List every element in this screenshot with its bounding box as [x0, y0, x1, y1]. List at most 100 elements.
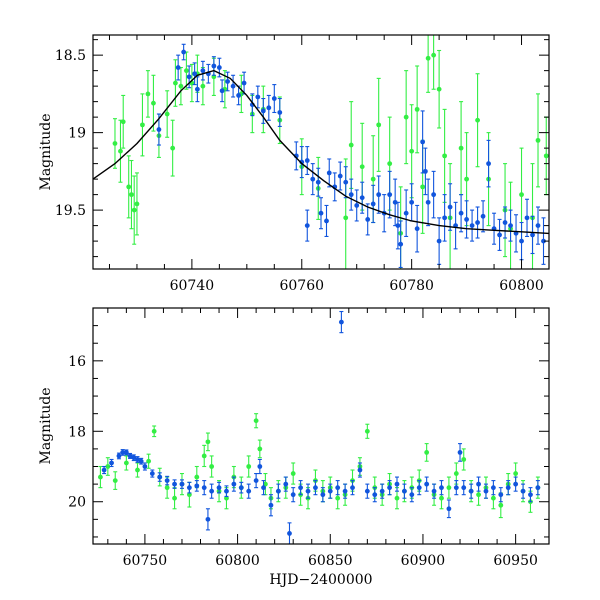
data-point	[216, 485, 222, 491]
data-point	[183, 68, 189, 74]
data-point	[172, 481, 177, 487]
data-point	[387, 192, 393, 198]
data-point	[253, 418, 259, 424]
data-point	[338, 319, 344, 325]
data-point	[290, 492, 296, 498]
data-point	[468, 488, 474, 494]
data-point	[194, 474, 200, 480]
data-point	[403, 210, 409, 216]
data-point	[116, 453, 122, 459]
data-point	[200, 83, 206, 89]
data-point	[142, 464, 148, 469]
data-point	[414, 106, 420, 112]
plot-frame	[92, 34, 550, 270]
data-point	[238, 485, 244, 491]
data-point	[370, 201, 376, 207]
data-point	[287, 531, 292, 536]
data-point	[480, 213, 486, 219]
data-point	[464, 217, 469, 222]
data-point	[394, 481, 400, 487]
data-point	[420, 184, 426, 190]
data-point	[140, 122, 145, 128]
data-point	[290, 471, 296, 476]
data-point	[275, 488, 281, 494]
data-point	[112, 141, 118, 146]
data-point	[409, 148, 415, 154]
data-point	[151, 428, 157, 434]
data-point	[372, 492, 378, 498]
data-point	[420, 139, 426, 145]
plot-frame	[92, 307, 550, 545]
data-point	[392, 199, 398, 205]
data-point	[502, 220, 508, 225]
x-tick-label: 60900	[401, 553, 446, 569]
data-point	[376, 122, 382, 128]
data-point	[513, 481, 519, 487]
y-tick-label: 20	[68, 495, 86, 511]
data-point	[186, 492, 192, 498]
y-axis-title: Magnitude	[38, 387, 54, 464]
data-point	[409, 199, 415, 205]
model-curve	[93, 69, 549, 235]
series-blue	[101, 310, 541, 544]
data-point	[151, 100, 156, 106]
data-point	[186, 74, 192, 80]
series-blue	[156, 43, 546, 269]
data-point	[224, 495, 229, 501]
data-point	[398, 241, 404, 247]
data-point	[131, 207, 137, 213]
data-point	[173, 80, 178, 86]
data-point	[209, 488, 215, 494]
data-point	[149, 471, 155, 476]
data-point	[200, 68, 206, 74]
data-point	[359, 195, 365, 201]
data-point	[442, 215, 448, 221]
data-point	[135, 467, 140, 473]
data-point	[260, 108, 266, 114]
data-point	[157, 474, 163, 480]
data-point	[348, 192, 354, 198]
data-point	[236, 93, 241, 98]
data-point	[164, 485, 170, 491]
data-point	[127, 453, 133, 459]
data-point	[266, 105, 272, 111]
data-point	[519, 192, 524, 198]
data-point	[320, 492, 326, 498]
data-point	[348, 142, 354, 148]
data-point	[283, 481, 289, 487]
data-point	[209, 464, 215, 469]
data-point	[431, 192, 437, 198]
data-point	[120, 119, 126, 125]
data-point	[483, 488, 489, 494]
y-tick-label: 18.5	[55, 48, 86, 64]
y-tick-label: 18	[68, 424, 86, 440]
data-point	[354, 203, 360, 208]
data-point	[436, 86, 442, 92]
data-point	[123, 460, 129, 466]
data-point	[181, 49, 187, 55]
x-tick-label: 60760	[279, 278, 324, 294]
data-point	[359, 164, 365, 170]
data-point	[109, 460, 114, 466]
data-point	[231, 481, 237, 487]
data-point	[458, 145, 464, 151]
data-point	[257, 446, 263, 452]
data-point	[464, 176, 469, 182]
data-point	[145, 91, 151, 97]
data-point	[118, 148, 123, 154]
data-point	[201, 453, 207, 459]
y-tick-label: 16	[68, 354, 86, 370]
data-point	[179, 481, 185, 487]
data-point	[175, 65, 181, 70]
data-point	[262, 481, 268, 487]
data-point	[257, 464, 263, 469]
data-point	[123, 450, 129, 455]
data-point	[205, 439, 211, 445]
data-point	[461, 457, 467, 462]
data-point	[101, 467, 107, 473]
plot-area	[98, 310, 541, 544]
x-tick-label: 60740	[170, 278, 215, 294]
data-point	[439, 495, 444, 501]
data-point	[370, 176, 376, 182]
data-point	[305, 488, 311, 494]
